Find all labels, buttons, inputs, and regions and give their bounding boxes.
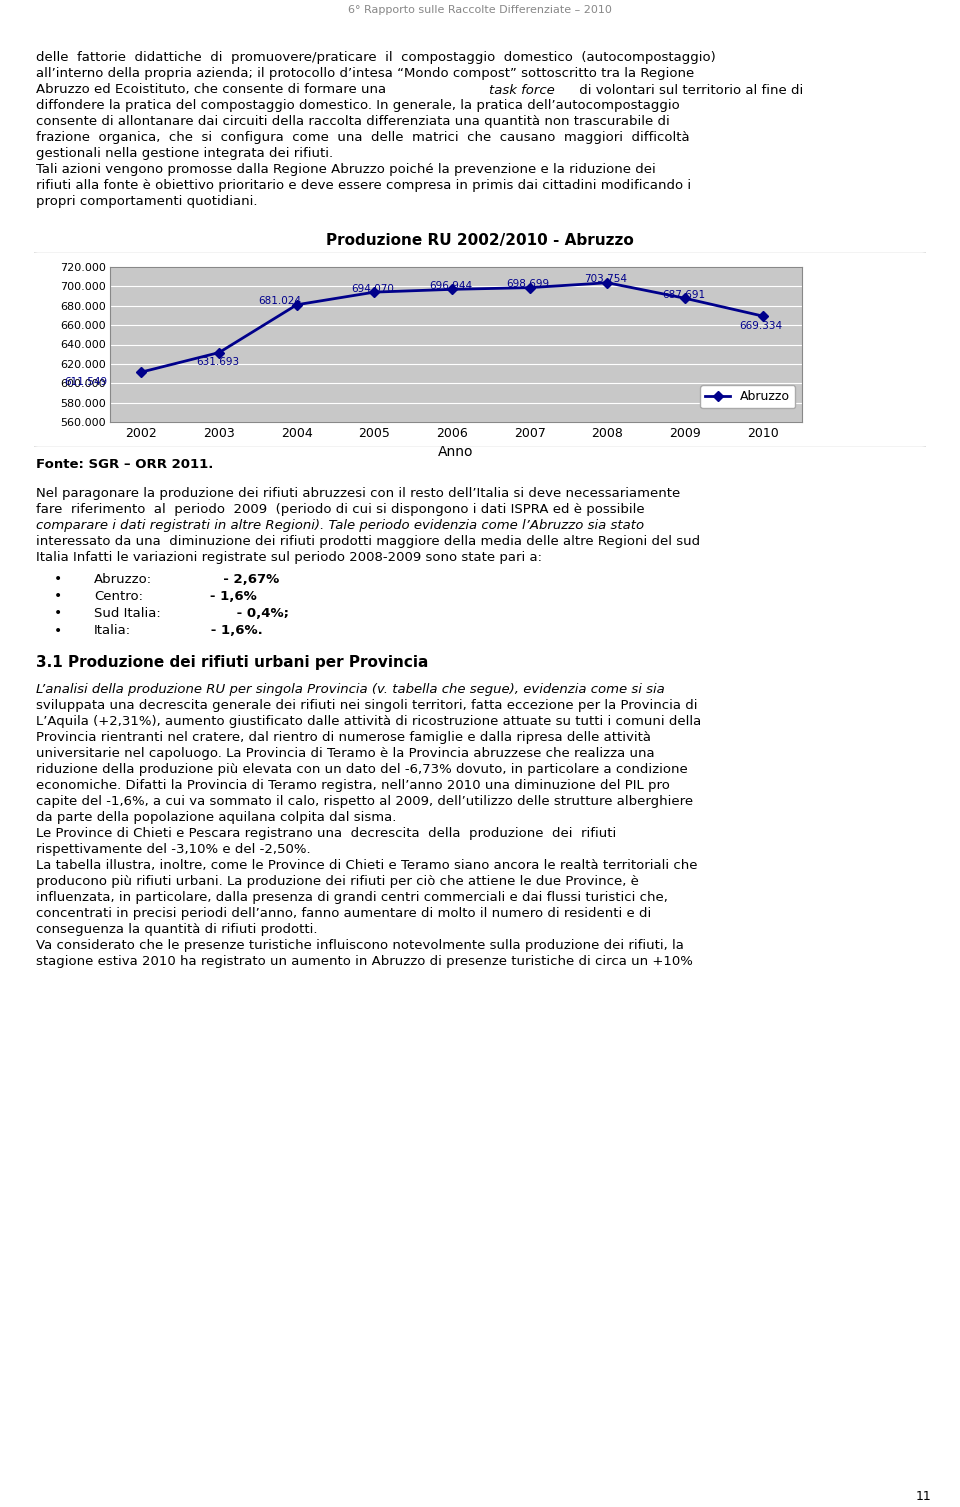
- Text: Italia:: Italia:: [94, 624, 132, 637]
- Text: da parte della popolazione aquilana colpita dal sisma.: da parte della popolazione aquilana colp…: [36, 811, 396, 823]
- Text: 6° Rapporto sulle Raccolte Differenziate – 2010: 6° Rapporto sulle Raccolte Differenziate…: [348, 5, 612, 15]
- Text: di volontari sul territorio al fine di: di volontari sul territorio al fine di: [575, 83, 804, 96]
- Legend: Abruzzo: Abruzzo: [701, 384, 795, 408]
- Text: 694.070: 694.070: [351, 283, 394, 294]
- Text: diffondere la pratica del compostaggio domestico. In generale, la pratica dell’a: diffondere la pratica del compostaggio d…: [36, 99, 681, 113]
- Text: Abruzzo:: Abruzzo:: [94, 573, 153, 586]
- Text: Centro:: Centro:: [94, 591, 143, 603]
- Text: 3.1 Produzione dei rifiuti urbani per Provincia: 3.1 Produzione dei rifiuti urbani per Pr…: [36, 654, 429, 669]
- Text: Provincia rientranti nel cratere, dal rientro di numerose famiglie e dalla ripre: Provincia rientranti nel cratere, dal ri…: [36, 731, 652, 743]
- Text: rifiuti alla fonte è obiettivo prioritario e deve essere compresa in primis dai : rifiuti alla fonte è obiettivo prioritar…: [36, 179, 691, 193]
- Text: task force: task force: [489, 83, 554, 96]
- Text: riduzione della produzione più elevata con un dato del -6,73% dovuto, in partico: riduzione della produzione più elevata c…: [36, 763, 688, 776]
- Text: frazione  organica,  che  si  configura  come  una  delle  matrici  che  causano: frazione organica, che si configura come…: [36, 131, 690, 145]
- Text: Le Province di Chieti e Pescara registrano una  decrescita  della  produzione  d: Le Province di Chieti e Pescara registra…: [36, 826, 616, 839]
- Text: - 2,67%: - 2,67%: [214, 573, 279, 586]
- Text: conseguenza la quantità di rifiuti prodotti.: conseguenza la quantità di rifiuti prodo…: [36, 922, 318, 936]
- Text: propri comportamenti quotidiani.: propri comportamenti quotidiani.: [36, 196, 258, 208]
- Text: 687.691: 687.691: [661, 289, 705, 300]
- Text: Italia Infatti le variazioni registrate sul periodo 2008-2009 sono state pari a:: Italia Infatti le variazioni registrate …: [36, 550, 542, 564]
- Text: La tabella illustra, inoltre, come le Province di Chieti e Teramo siano ancora l: La tabella illustra, inoltre, come le Pr…: [36, 859, 698, 871]
- Text: producono più rifiuti urbani. La produzione dei rifiuti per ciò che attiene le d: producono più rifiuti urbani. La produzi…: [36, 874, 639, 888]
- Text: - 1,6%.: - 1,6%.: [182, 624, 263, 637]
- Text: L’analisi della produzione RU per singola Provincia (v. tabella che segue), evid: L’analisi della produzione RU per singol…: [36, 683, 665, 696]
- Text: all’interno della propria azienda; il protocollo d’intesa “Mondo compost” sottos: all’interno della propria azienda; il pr…: [36, 68, 695, 80]
- Text: 611.549: 611.549: [63, 377, 107, 387]
- Text: 698.699: 698.699: [507, 279, 550, 289]
- Text: Nel paragonare la produzione dei rifiuti abruzzesi con il resto dell’Italia si d: Nel paragonare la produzione dei rifiuti…: [36, 487, 681, 499]
- Text: •: •: [54, 573, 62, 586]
- Text: Abruzzo ed Ecoistituto, che consente di formare una: Abruzzo ed Ecoistituto, che consente di …: [36, 83, 391, 96]
- Text: universitarie nel capoluogo. La Provincia di Teramo è la Provincia abruzzese che: universitarie nel capoluogo. La Provinci…: [36, 746, 655, 760]
- Text: fare  riferimento  al  periodo  2009  (periodo di cui si dispongono i dati ISPRA: fare riferimento al periodo 2009 (period…: [36, 502, 645, 515]
- Text: comparare i dati registrati in altre Regioni). Tale periodo evidenzia come l’Abr: comparare i dati registrati in altre Reg…: [36, 518, 644, 532]
- Text: Sud Italia:: Sud Italia:: [94, 607, 161, 619]
- Text: sviluppata una decrescita generale dei rifiuti nei singoli territori, fatta ecce: sviluppata una decrescita generale dei r…: [36, 699, 698, 711]
- Text: - 0,4%;: - 0,4%;: [231, 607, 289, 619]
- Text: delle  fattorie  didattiche  di  promuovere/praticare  il  compostaggio  domesti: delle fattorie didattiche di promuovere/…: [36, 51, 716, 65]
- Text: 696.944: 696.944: [429, 280, 472, 291]
- Text: Produzione RU 2002/2010 - Abruzzo: Produzione RU 2002/2010 - Abruzzo: [326, 234, 634, 249]
- Text: Tali azioni vengono promosse dalla Regione Abruzzo poiché la prevenzione e la ri: Tali azioni vengono promosse dalla Regio…: [36, 163, 657, 176]
- Text: Va considerato che le presenze turistiche influiscono notevolmente sulla produzi: Va considerato che le presenze turistich…: [36, 939, 684, 951]
- Text: Fonte: SGR – ORR 2011.: Fonte: SGR – ORR 2011.: [36, 458, 214, 470]
- Text: 703.754: 703.754: [584, 274, 627, 285]
- Text: - 1,6%: - 1,6%: [196, 591, 257, 603]
- Text: •: •: [54, 624, 62, 637]
- Text: economiche. Difatti la Provincia di Teramo registra, nell’anno 2010 una diminuzi: economiche. Difatti la Provincia di Tera…: [36, 779, 670, 791]
- X-axis label: Anno: Anno: [439, 446, 473, 460]
- Text: 669.334: 669.334: [739, 321, 782, 332]
- Text: •: •: [54, 606, 62, 621]
- Text: interessato da una  diminuzione dei rifiuti prodotti maggiore della media delle : interessato da una diminuzione dei rifiu…: [36, 535, 701, 547]
- Text: 11: 11: [916, 1490, 931, 1504]
- Text: •: •: [54, 589, 62, 603]
- Text: influenzata, in particolare, dalla presenza di grandi centri commerciali e dai f: influenzata, in particolare, dalla prese…: [36, 891, 668, 904]
- Text: gestionali nella gestione integrata dei rifiuti.: gestionali nella gestione integrata dei …: [36, 148, 334, 161]
- Text: consente di allontanare dai circuiti della raccolta differenziata una quantità n: consente di allontanare dai circuiti del…: [36, 116, 670, 128]
- Text: concentrati in precisi periodi dell’anno, fanno aumentare di molto il numero di : concentrati in precisi periodi dell’anno…: [36, 907, 652, 919]
- Text: L’Aquila (+2,31%), aumento giustificato dalle attività di ricostruzione attuate : L’Aquila (+2,31%), aumento giustificato …: [36, 714, 702, 728]
- Text: rispettivamente del -3,10% e del -2,50%.: rispettivamente del -3,10% e del -2,50%.: [36, 842, 311, 856]
- Text: stagione estiva 2010 ha registrato un aumento in Abruzzo di presenze turistiche : stagione estiva 2010 ha registrato un au…: [36, 954, 693, 967]
- Text: 681.024: 681.024: [258, 297, 300, 306]
- Text: capite del -1,6%, a cui va sommato il calo, rispetto al 2009, dell’utilizzo dell: capite del -1,6%, a cui va sommato il ca…: [36, 794, 694, 808]
- Text: 631.693: 631.693: [196, 357, 239, 368]
